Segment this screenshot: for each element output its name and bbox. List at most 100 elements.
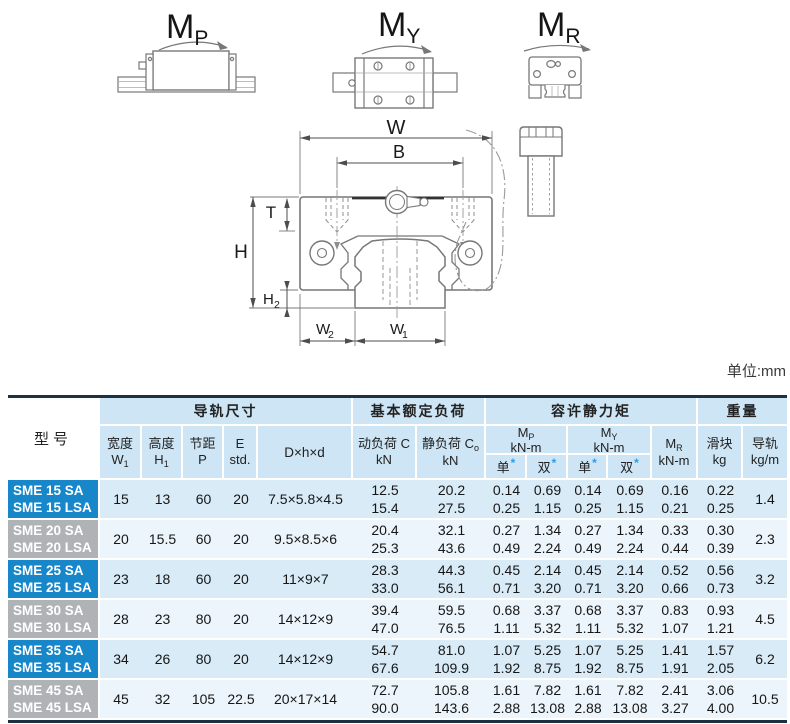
moment-my-label: MY <box>378 6 420 48</box>
dimension-lines <box>249 131 493 346</box>
cell-my-double: 7.82 13.08 <box>612 682 648 716</box>
table-row: SME 35 SA SME 35 LSA 34 26 80 20 14×12×9… <box>8 640 787 678</box>
dim-w1: W <box>390 321 405 338</box>
dim-w1-sub: 1 <box>402 329 408 341</box>
header-group-static-moment: 容许静力矩 MP kN-m 单 * 双 * MY <box>486 398 696 478</box>
cell-pitch: 80 <box>195 611 212 627</box>
cell-my-double: 2.14 3.20 <box>616 562 644 596</box>
star-icon: * <box>634 455 639 470</box>
stat-sub: o <box>474 442 480 453</box>
cell-e: 20 <box>233 651 249 667</box>
cell-h1: 13 <box>154 491 171 507</box>
cell-e: 22.5 <box>227 691 255 707</box>
mr-main: M <box>537 6 566 44</box>
row-values: 23 18 60 20 11×9×7 28.3 33.0 44.3 56.1 0.4… <box>100 560 787 598</box>
header-my-double: 双 * <box>608 455 650 478</box>
basic-load-title: 基本额定负荷 <box>353 398 484 424</box>
model-cell: SME 25 SA SME 25 LSA <box>8 560 98 598</box>
width-sym-sub: 1 <box>123 458 129 469</box>
header-mp: MP kN-m 单 * 双 * <box>486 426 566 478</box>
cell-mr: 2.41 3.27 <box>661 682 689 716</box>
cell-pitch: 80 <box>195 651 212 667</box>
table-row: SME 25 SA SME 25 LSA 23 18 60 20 11×9×7 … <box>8 560 787 598</box>
cell-dhd: 14×12×9 <box>277 611 334 627</box>
model-lsa: SME 45 LSA <box>13 700 92 715</box>
my-main: M <box>378 6 407 44</box>
cell-static-load: 81.0 109.9 <box>433 642 470 676</box>
header-mp-double: 双 * <box>527 455 566 478</box>
cell-h1: 23 <box>154 611 171 627</box>
cell-my-single: 1.61 2.88 <box>574 682 602 716</box>
cell-mp-single: 1.07 1.92 <box>492 642 521 676</box>
mp-sub: P <box>194 27 209 50</box>
cell-block-weight: 0.30 0.39 <box>706 522 735 556</box>
model-cell: SME 45 SA SME 45 LSA <box>8 680 98 718</box>
header-group-rail-dims: 导轨尺寸 宽度 W1 高度 H1 节距 P E <box>100 398 351 478</box>
my-diagram <box>332 45 458 109</box>
cell-w1: 34 <box>113 651 129 667</box>
mp-main: M <box>166 8 195 46</box>
row-values: 34 26 80 20 14×12×9 54.7 67.6 81.0 109.9 1… <box>100 640 787 678</box>
dyn-unit: kN <box>376 452 392 467</box>
rail-label: 导轨 <box>751 436 778 451</box>
cell-block-weight: 0.93 1.21 <box>706 602 735 636</box>
moment-mp-label: MP <box>166 8 209 50</box>
model-cell: SME 30 SA SME 30 LSA <box>8 600 98 638</box>
row-values: 20 15.5 60 20 9.5×8.5×6 20.4 25.3 32.1 43.… <box>100 520 787 558</box>
mp-label-sub: P <box>528 431 535 442</box>
cell-mr: 0.83 1.07 <box>661 602 689 636</box>
table-row: SME 45 SA SME 45 LSA 45 32 105 22.5 20×1… <box>8 680 787 718</box>
cell-my-single: 0.27 0.49 <box>574 522 602 556</box>
cell-w1: 15 <box>113 491 129 507</box>
dim-t: T <box>266 203 276 222</box>
cell-pitch: 60 <box>195 571 212 587</box>
header-block-weight: 滑块 kg <box>698 426 741 478</box>
block-cross-section <box>299 186 493 318</box>
table-row: SME 30 SA SME 30 LSA 28 23 80 20 14×12×9… <box>8 600 787 638</box>
stat-label: 静负荷 C <box>421 435 474 451</box>
cell-h1: 18 <box>154 571 171 587</box>
cell-mr: 0.33 0.44 <box>661 522 689 556</box>
row-values: 28 23 80 20 14×12×9 39.4 47.0 59.5 76.5 0.… <box>100 600 787 638</box>
mr-sub: R <box>565 25 581 48</box>
pitch-label: 节距 <box>189 436 216 451</box>
table-body: SME 15 SA SME 15 LSA 15 13 60 20 7.5×5.8… <box>8 480 787 718</box>
cell-my-single: 1.07 1.92 <box>574 642 602 676</box>
cell-dynamic-load: 28.3 33.0 <box>371 562 399 596</box>
cell-w1: 28 <box>113 611 129 627</box>
row-values: 45 32 105 22.5 20×17×14 72.7 90.0 105.8 14… <box>100 680 787 718</box>
cell-mp-single: 0.27 0.49 <box>492 522 521 556</box>
cell-e: 20 <box>233 611 249 627</box>
header-height: 高度 H1 <box>142 426 181 478</box>
cell-dynamic-load: 20.4 25.3 <box>371 522 399 556</box>
mp-unit: kN-m <box>510 439 542 455</box>
table-header: 型号 导轨尺寸 宽度 W1 高度 H1 节距 P <box>8 398 787 478</box>
model-lsa: SME 15 LSA <box>13 500 92 515</box>
pitch-sym: P <box>198 452 207 467</box>
cell-mr: 1.41 1.91 <box>661 642 689 676</box>
cell-mp-double: 3.37 5.32 <box>533 602 562 636</box>
header-group-weight: 重量 滑块 kg 导轨 kg/m <box>698 398 787 478</box>
cell-rail-weight: 2.3 <box>755 531 775 547</box>
cell-h1: 26 <box>154 651 171 667</box>
e-label: E <box>235 436 245 451</box>
cell-h1: 32 <box>154 691 171 707</box>
height-sym-sub: 1 <box>163 458 169 469</box>
model-sa: SME 20 SA <box>13 523 84 538</box>
header-dynamic-load: 动负荷 C kN <box>353 426 415 478</box>
cell-static-load: 20.2 27.5 <box>437 482 466 516</box>
model-lsa: SME 25 LSA <box>13 580 92 595</box>
model-sa: SME 15 SA <box>13 483 84 498</box>
cell-dynamic-load: 72.7 90.0 <box>371 682 399 716</box>
model-cell: SME 15 SA SME 15 LSA <box>8 480 98 518</box>
cell-e: 20 <box>233 571 249 587</box>
cell-mp-single: 0.68 1.11 <box>492 602 521 636</box>
header-group-basic-load: 基本额定负荷 动负荷 C kN 静负荷 Co kN <box>353 398 484 478</box>
mp-label: M <box>517 424 529 440</box>
header-e: E std. <box>224 426 256 478</box>
model-sa: SME 30 SA <box>13 603 84 618</box>
dyn-label: 动负荷 C <box>357 436 410 451</box>
mr-unit: kN-m <box>658 453 690 468</box>
dim-b: B <box>393 142 405 162</box>
model-sa: SME 35 SA <box>13 643 84 658</box>
